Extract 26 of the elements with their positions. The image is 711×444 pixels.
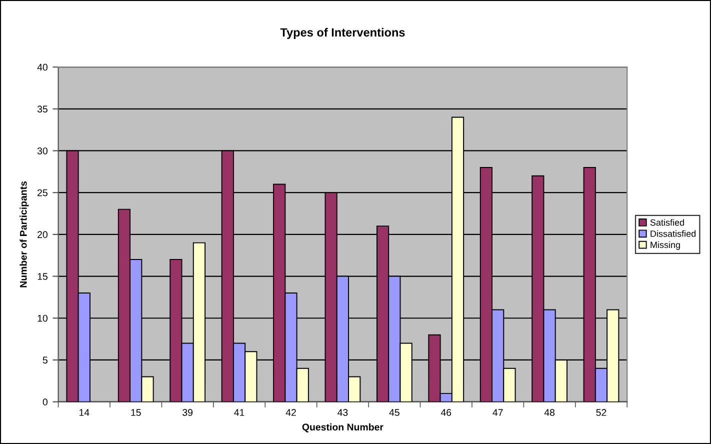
x-tick-label: 14 [79,409,90,416]
x-tick-label: 42 [286,409,296,416]
y-tick-label: 5 [42,356,48,364]
x-tick-label: 48 [544,409,555,416]
legend-label: Missing [650,241,680,250]
y-tick-label: 20 [38,231,48,238]
x-tick-label: 15 [131,409,141,416]
x-axis-title: Question Number [302,423,384,432]
x-tick-label: 41 [234,409,244,416]
legend-label: Dissatisfied [650,230,696,237]
y-tick-label: 10 [38,314,48,322]
y-tick-label: 0 [42,398,48,406]
x-tick-label: 43 [338,409,348,416]
x-tick-label: 45 [389,409,400,416]
y-tick-label: 40 [37,64,48,71]
x-tick-label: 46 [440,409,452,416]
y-tick-label: 35 [37,106,48,113]
y-axis-title: Number of Participants [20,181,29,288]
x-tick-label: 47 [492,409,503,416]
legend-label: Satisfied [650,219,684,226]
y-tick-label: 30 [37,147,48,154]
x-tick-label: 39 [182,409,193,416]
x-tick-label: 52 [596,409,606,416]
y-tick-label: 25 [38,189,48,196]
chart-title: Types of Interventions [280,28,405,39]
y-tick-label: 15 [38,273,48,280]
